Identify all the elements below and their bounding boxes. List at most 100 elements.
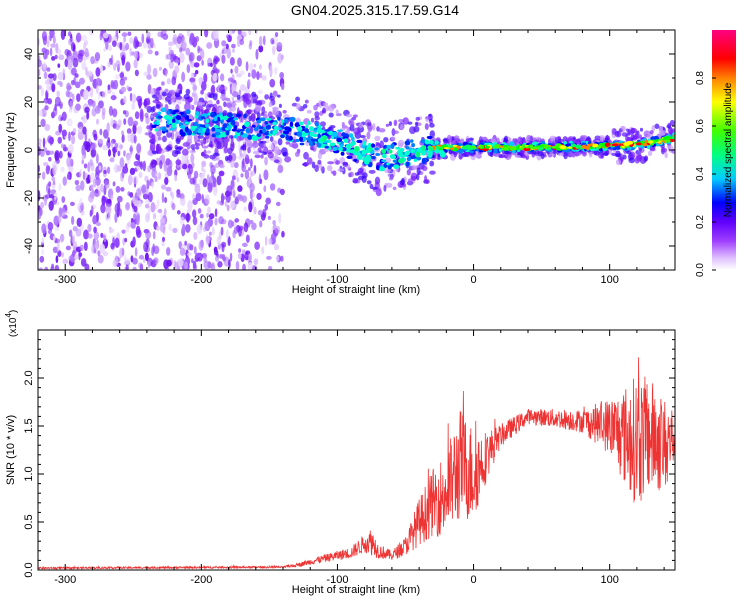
spectrogram-ridge-halo [259,143,267,149]
spectrogram-ridge-halo [152,94,157,99]
spectrogram-ridge-hot [388,149,393,154]
spectrogram-ridge-core [356,139,363,144]
spectrogram-noise-blob [103,47,106,52]
spectrogram-ridge-halo [254,154,261,159]
spectrogram-ridge-halo [327,161,335,165]
spectrogram-noise-blob [266,255,272,260]
spectrogram-noise-blob [75,32,82,43]
spectrogram-noise-blob [161,236,165,242]
spectrogram-noise-blob [107,61,111,68]
spectrogram-ridge-halo [273,159,280,164]
spectrogram-noise-blob [242,249,246,254]
spectrogram-noise-blob [58,183,62,192]
spectrogram-noise-blob [77,218,82,223]
spectrogram-noise-blob [95,221,101,227]
spectrogram-ridge-halo [144,132,150,136]
spectrogram-noise-blob [184,240,188,246]
spectrogram-noise-blob [176,35,183,45]
spectrogram-ridge-halo [161,135,167,143]
spectrogram-noise-blob [216,175,222,186]
spectrogram-ridge-halo [379,140,384,149]
spectrogram-noise-blob [280,83,285,91]
spectrogram-ridge-halo [659,126,664,131]
spectrogram-ridge-hot [566,146,573,149]
x-tick-label: 100 [600,274,618,286]
spectrogram-noise-blob [82,114,88,124]
spectrogram-noise-blob [236,177,240,183]
spectrogram-noise-blob [121,134,125,143]
spectrogram-noise-blob [48,200,54,211]
spectrogram-ridge-core [172,109,180,113]
spectrogram-noise-blob [242,263,246,270]
spectrogram-noise-blob [225,229,229,240]
spectrogram-noise-blob [190,61,196,68]
spectrogram-noise-blob [113,79,119,90]
spectrogram-noise-blob [120,187,125,192]
spectrogram-ridge-halo [213,136,218,144]
spectrogram-ridge-halo [366,180,372,185]
spectrogram-noise-blob [119,157,125,168]
spectrogram-ridge-core [395,146,401,150]
spectrogram-ridge-halo [156,87,160,92]
spectrogram-ridge-hot [382,153,387,159]
spectrogram-ridge-halo [150,114,154,118]
spectrogram-noise-blob [247,261,253,270]
spectrogram-ridge-halo [223,138,230,143]
spectrogram-noise-blob [207,182,213,193]
spectrogram-noise-blob [48,136,54,144]
snr-multiplier-exp: 4 [4,313,13,318]
spectrogram-noise-blob [141,186,145,195]
spectrogram-noise-blob [275,225,281,234]
spectrogram-noise-blob [56,242,60,252]
spectrogram-noise-blob [219,73,225,82]
spectrogram-noise-blob [38,267,43,270]
spectrogram-ridge-halo [269,92,273,99]
spectrogram-ridge-hot [509,147,517,151]
spectrogram-noise-blob [82,170,86,181]
spectrogram-ridge-core [612,147,617,151]
spectrogram-noise-blob [105,206,112,212]
spectrogram-ridge-halo [581,150,587,157]
spectrogram-ridge-halo [352,114,358,118]
spectrogram-noise-blob [121,54,126,66]
spectrogram-ridge-hot [447,145,454,149]
spectrogram-noise-blob [43,61,47,70]
spectrogram-ridge-core [302,137,306,142]
spectrogram-noise-blob [274,31,279,38]
spectrogram-ridge-halo [176,150,181,155]
spectrogram-noise-blob [136,143,142,154]
spectrogram-ridge-halo [626,150,632,155]
spectrogram-noise-blob [189,164,193,175]
colorbar-gradient [712,30,736,270]
spectrogram-noise-blob [129,191,134,198]
spectrogram-ridge-core [298,121,304,126]
x-tick-label: -200 [190,574,212,586]
spectrogram-ridge-halo [574,151,582,157]
spectrogram-ridge-hot [361,149,367,155]
spectrogram-ridge-halo [209,140,213,148]
spectrogram-ridge-core [214,131,221,136]
spectrogram-noise-blob [196,55,202,62]
spectrogram-noise-blob [38,209,43,217]
spectrogram-ridge-core [493,148,498,154]
spectrogram-noise-blob [49,77,53,86]
spectrogram-ridge-halo [178,89,183,95]
spectrogram-noise-blob [143,257,146,263]
spectrogram-ridge-halo [372,122,376,131]
spectrogram-noise-blob [145,199,151,206]
spectrogram-noise-blob [250,113,256,122]
spectrogram-ridge-halo [550,137,555,142]
spectrogram-ridge-core [190,125,196,132]
spectrogram-noise-blob [120,86,127,93]
spectrogram-ridge-core [429,140,434,145]
spectrogram-noise-blob [110,118,114,127]
spectrogram-noise-blob [115,30,119,36]
spectrogram-ridge-core [185,109,191,115]
spectrogram-noise-blob [226,34,230,39]
spectrogram-noise-blob [254,241,260,251]
spectrogram-noise-blob [110,194,114,200]
spectrogram-ridge-halo [183,93,190,100]
spectrogram-noise-blob [78,252,83,257]
spectrogram-ridge-halo [194,138,198,143]
spectrogram-noise-blob [279,188,285,196]
